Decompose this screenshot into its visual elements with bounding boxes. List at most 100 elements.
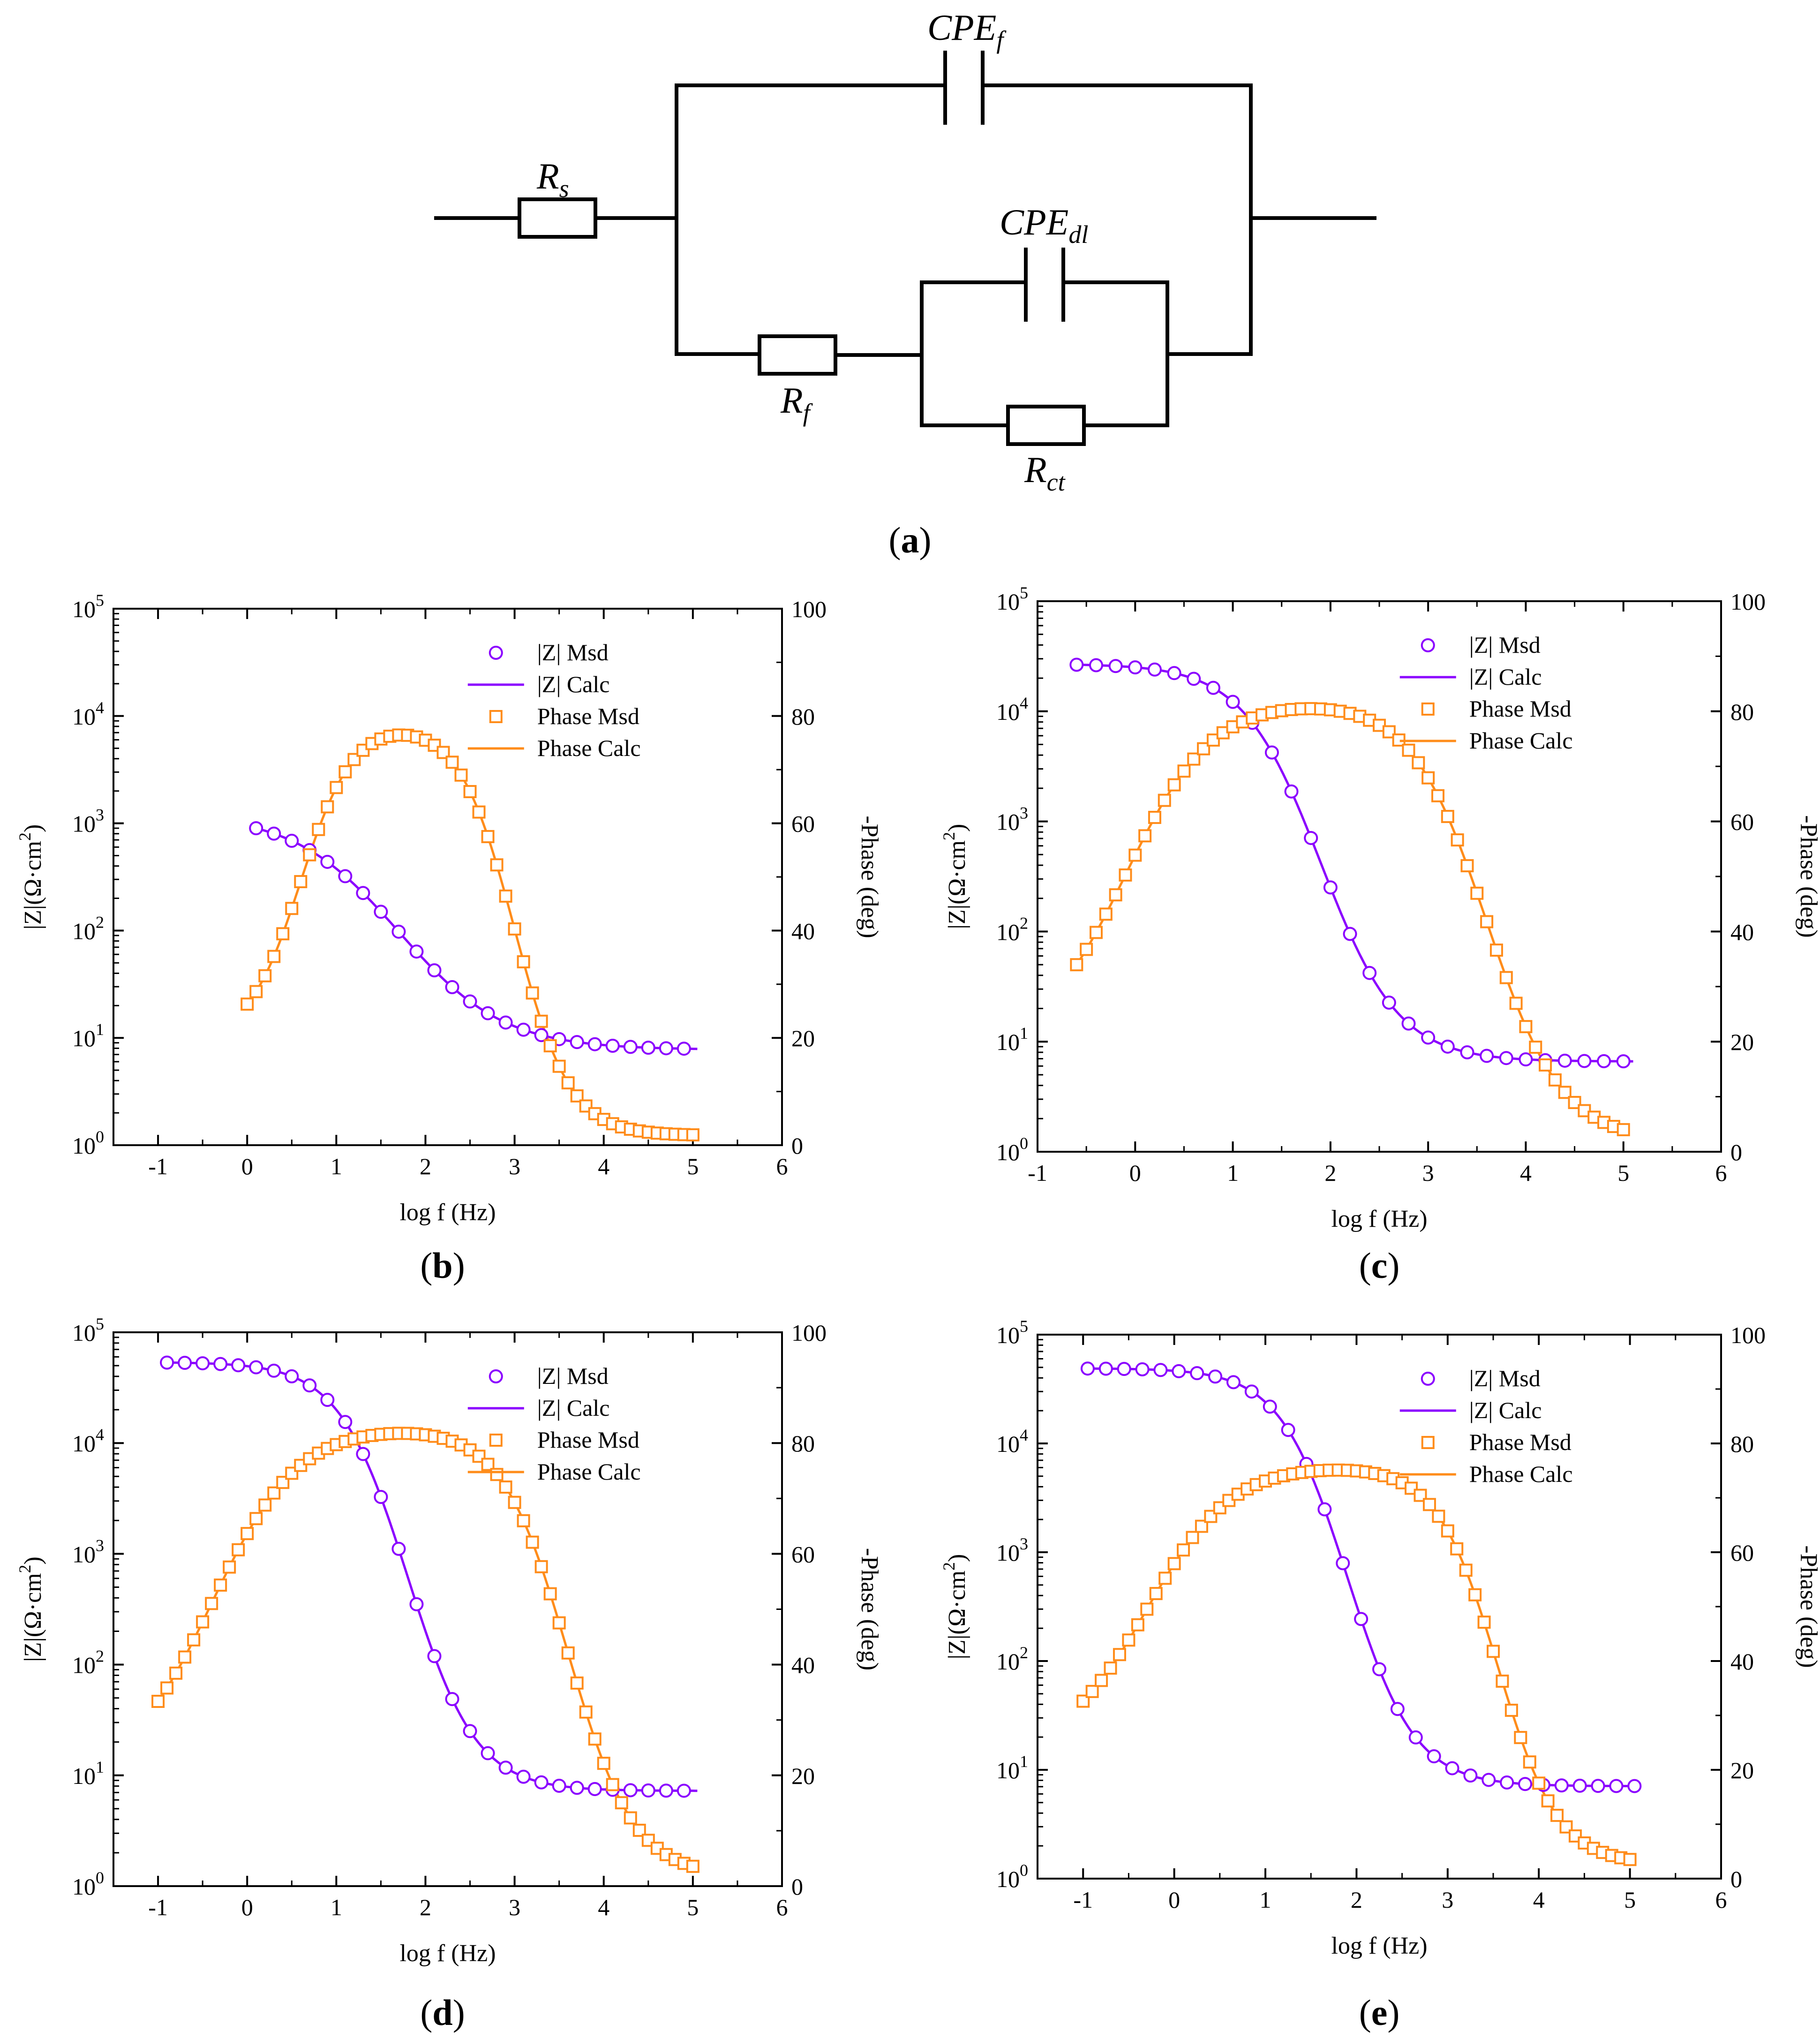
x-tick-label: 6 [776,1153,788,1179]
phase-msd-point [1206,733,1220,747]
z-msd-point [641,1041,655,1055]
z-msd-point [338,1415,353,1429]
phase-msd-point [1504,1704,1518,1717]
x-tick-label: 3 [509,1894,520,1920]
phase-msd-point [241,1527,254,1541]
phase-msd-point [1095,1674,1108,1687]
phase-msd-point [624,1811,637,1825]
z-msd-point [409,944,424,959]
phase-msd-point [436,746,450,759]
phase-msd-point [1070,958,1083,972]
caption-e: (e) [1359,1992,1400,2033]
phase-msd-point [1167,1557,1181,1571]
y-right-tick-label: 80 [791,703,815,730]
x-tick-label: 0 [241,1894,253,1920]
label-cpedl: CPEdl [1000,202,1088,249]
legend-label: |Z| Calc [1469,1397,1542,1423]
y-right-tick-label: 20 [1730,1029,1754,1055]
x-tick-label: 5 [1617,1160,1629,1186]
y-left-tick-label: 103 [72,1536,104,1567]
legend-label: Phase Calc [537,1458,641,1485]
phase-msd-point [534,1560,548,1573]
phase-msd-point [1617,1123,1630,1136]
phase-msd-point [1431,789,1444,802]
phase-msd-point [1519,1020,1533,1034]
y-left-tick-label: 103 [996,1534,1028,1566]
x-tick-label: 1 [331,1894,342,1920]
z-msd-point [285,1369,299,1383]
y-right-tick-label: 60 [791,1541,815,1567]
z-msd-point [677,1042,691,1056]
y-right-tick-label: 100 [791,596,827,622]
resistor-rct [1006,405,1086,446]
z-msd-point [1445,1761,1459,1775]
phase-msd-point [1177,764,1191,778]
z-msd-point [1167,666,1181,680]
phase-msd-point [1459,1563,1473,1577]
phase-msd-point [1131,1618,1144,1631]
z-msd-point [1147,662,1162,677]
phase-msd-point [267,1486,281,1500]
y-left-tick-label: 100 [996,1861,1028,1892]
z-msd-point [1401,1016,1416,1031]
phase-msd-point [1509,997,1523,1010]
phase-msd-point [1099,907,1113,921]
plot-frame [1037,1334,1722,1880]
phase-msd-point [249,1512,263,1525]
z-msd-point [374,1490,388,1504]
phase-msd-point [1109,888,1122,902]
legend-label: |Z| Msd [537,1363,609,1389]
z-msd-point [1304,831,1318,845]
x-tick-label: 5 [1624,1887,1636,1913]
z-msd-point [463,1724,477,1738]
phase-msd-point [321,800,334,814]
phase-msd-point [160,1681,174,1695]
legend-z-msd-marker [1421,638,1435,652]
z-msd-point [534,1028,549,1042]
x-tick-label: 5 [687,1894,699,1920]
z-msd-point [356,886,370,900]
phase-msd-point [1076,1694,1090,1708]
legend-z-msd-marker [489,646,503,660]
phase-msd-point [178,1650,192,1664]
z-msd-point [1518,1777,1533,1791]
phase-msd-point [1550,1809,1564,1822]
x-tick-label: 4 [1533,1887,1545,1913]
x-tick-label: -1 [1028,1160,1047,1186]
phase-msd-point [1149,1587,1163,1601]
z-msd-point [178,1356,192,1370]
resistor-rf [758,334,837,376]
x-axis-label: log f (Hz) [399,1940,496,1967]
phase-msd-point [1089,926,1103,939]
caption-c: (c) [1359,1245,1400,1286]
z-msd-point [1128,660,1143,675]
label-rct: Rct [1024,449,1066,496]
legend-label: Phase Msd [1469,1429,1572,1455]
z-msd-point [1343,927,1357,941]
phase-msd-point [1122,1633,1136,1647]
y-left-tick-label: 101 [72,1020,104,1051]
circuit-labels: Rs CPEf CPEdl Rf Rct [536,7,1088,496]
x-tick-label: 6 [776,1894,788,1920]
y-right-axis-label: -Phase (deg) [1795,1545,1820,1668]
y-right-tick-label: 20 [1730,1757,1754,1783]
phase-msd-point [499,1480,512,1494]
phase-msd-point [1441,810,1454,823]
phase-msd-point [570,1676,584,1690]
caption-d: (d) [420,1992,465,2033]
phase-msd-point [472,805,486,819]
y-left-axis-label: |Z|(Ω·cm2) [940,824,970,929]
z-msd-point [481,1006,495,1020]
y-left-tick-label: 105 [996,583,1028,615]
phase-msd-point [1529,1041,1542,1054]
y-left-axis-label: |Z|(Ω·cm2) [940,1554,970,1660]
x-tick-label: -1 [148,1153,168,1179]
phase-msd-point [187,1633,201,1646]
phase-msd-point [686,1859,699,1873]
phase-msd-point [1432,1510,1445,1523]
phase-msd-point [454,768,468,782]
y-left-tick-label: 101 [72,1758,104,1789]
z-msd-point [1616,1054,1631,1069]
legend-phase-msd-marker [1421,1436,1435,1449]
x-tick-label: 6 [1715,1160,1727,1186]
